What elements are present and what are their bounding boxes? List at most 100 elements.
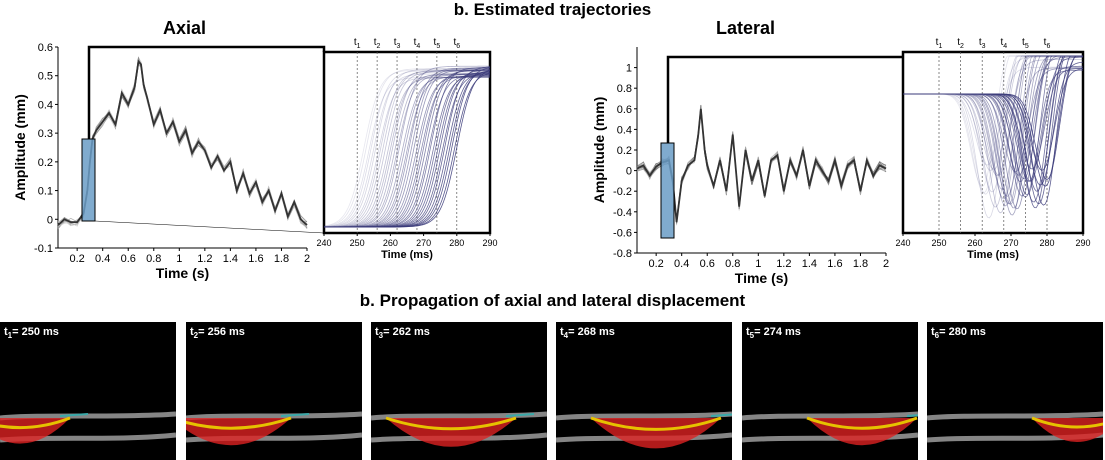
- tissue-layer-top: [927, 411, 1103, 421]
- displacement-front: [385, 416, 517, 431]
- axial-zoom-marker-label: t2: [374, 37, 381, 50]
- lateral-y-tick-label: -0.4: [613, 207, 632, 219]
- axial-x-tick-label: 0.2: [70, 253, 85, 265]
- lateral-x-tick-label: 1.6: [827, 258, 842, 270]
- axial-zoom-marker-label: t1: [354, 37, 361, 50]
- displacement-panel: t4= 268 ms: [556, 322, 732, 460]
- displacement-front: [1031, 416, 1103, 429]
- axial-roi-box: [81, 138, 96, 222]
- lateral-zoom-marker-label: t1: [936, 37, 943, 50]
- displacement-edge: [710, 413, 732, 417]
- axial-zoom-curve: [323, 70, 491, 227]
- axial-zoom-x-tick-label: 290: [482, 238, 497, 248]
- lateral-y-tick-label: 0.2: [617, 145, 632, 157]
- lateral-zoom-frame: [901, 50, 1085, 235]
- panel-time-label: t6= 280 ms: [931, 326, 986, 341]
- lateral-y-tick-label: -0.6: [613, 227, 632, 239]
- lateral-x-tick-label: 1.4: [802, 258, 817, 270]
- axial-zoom-connector: [94, 220, 325, 234]
- axial-y-tick-label: 0.4: [38, 99, 53, 111]
- displacement-image: [742, 411, 918, 446]
- axial-zoom-curve: [323, 73, 491, 228]
- axial-x-tick-label: 0.6: [121, 253, 136, 265]
- lateral-x-tick-label: 0.4: [674, 258, 689, 270]
- axial-zoom-curve: [323, 68, 491, 227]
- displacement-image: [556, 411, 732, 449]
- axial-zoom-marker-label: t3: [394, 37, 401, 50]
- axial-zoom-x-tick-label: 270: [416, 238, 431, 248]
- axial-x-tick-label: 1.4: [223, 253, 238, 265]
- displacement-front: [806, 416, 918, 430]
- axial-y-tick-label: 0.2: [38, 157, 53, 169]
- displacement-image: [927, 411, 1103, 443]
- displacement-image: [186, 411, 362, 446]
- panel-time-label: t5= 274 ms: [746, 326, 801, 341]
- lateral-x-tick-label: 0.8: [725, 258, 740, 270]
- propagation-title: b. Propagation of axial and lateral disp…: [359, 291, 746, 310]
- tissue-layer-top: [186, 411, 362, 421]
- axial-zoom-x-tick-label: 260: [383, 238, 398, 248]
- lateral-zoom-x-label: Time (ms): [967, 249, 1019, 261]
- lateral-zoom-curve: [903, 55, 1083, 180]
- lateral-trace-mean: [636, 108, 887, 223]
- axial-zoom-connector: [87, 45, 326, 139]
- displacement-panel: t6= 280 ms: [927, 322, 1103, 460]
- lateral-y-tick-label: -0.2: [613, 186, 632, 198]
- lateral-y-tick-label: 0: [626, 166, 632, 178]
- displacement-front: [0, 416, 71, 430]
- displacement-panel: t3= 262 ms: [371, 322, 547, 460]
- lateral-x-tick-label: 1.2: [776, 258, 791, 270]
- axial-x-tick-label: 1.8: [274, 253, 289, 265]
- axial-trace-mean: [57, 59, 308, 226]
- tissue-layer-top: [0, 411, 176, 421]
- panel-time-label: t1= 250 ms: [4, 326, 59, 341]
- lateral-y-tick-label: 0.4: [617, 124, 632, 136]
- axial-y-tick-label: 0.6: [38, 42, 53, 54]
- displacement-panel: t5= 274 ms: [742, 322, 918, 460]
- axial-x-tick-label: 0.4: [95, 253, 110, 265]
- trajectory-charts: -0.1 0 0.1 0.2 0.3 0.4 0.5 0.6 0.2 0.4 0.6 0.8 1 1.2 1…: [12, 37, 1091, 286]
- axial-zoom-x-label: Time (ms): [381, 249, 433, 261]
- axial-y-tick-label: 0.3: [38, 128, 53, 140]
- lateral-zoom-connector: [666, 55, 903, 143]
- panel-time-label: t3= 262 ms: [375, 326, 430, 341]
- axial-zoom-marker-label: t5: [434, 37, 441, 50]
- lateral-zoom-x-tick-label: 290: [1075, 238, 1090, 248]
- panel-time-label: t4= 268 ms: [560, 326, 615, 341]
- axial-x-tick-label: 1.6: [248, 253, 263, 265]
- displacement-panel: t1= 250 ms: [0, 322, 176, 460]
- lateral-y-tick-label: 1: [626, 63, 632, 75]
- axial-zoom-x-tick-label: 240: [316, 238, 331, 248]
- lateral-y-tick-label: 0.6: [617, 104, 632, 116]
- lateral-zoom-x-tick-label: 280: [1039, 238, 1054, 248]
- axial-zoom-curve: [324, 70, 491, 228]
- lateral-x-label: Time (s): [735, 270, 788, 286]
- lateral-x-tick-label: 1: [755, 258, 761, 270]
- displacement-front: [186, 416, 292, 430]
- axial-zoom-x-tick-label: 280: [449, 238, 464, 248]
- lateral-title: Lateral: [716, 18, 776, 38]
- displacement-front: [590, 416, 722, 431]
- lateral-y-label: Amplitude (mm): [591, 97, 607, 204]
- lateral-y-tick-label: -0.8: [613, 248, 632, 260]
- lateral-zoom-marker-label: t2: [957, 37, 964, 50]
- lateral-zoom-x-tick-label: 240: [895, 238, 910, 248]
- displacement-edge: [505, 413, 535, 417]
- axial-zoom-marker-label: t6: [453, 37, 460, 50]
- lateral-zoom-marker-label: t3: [979, 37, 986, 50]
- axial-zoom-curve: [323, 74, 491, 228]
- lateral-zoom-marker-label: t4: [1000, 37, 1007, 50]
- lateral-x-tick-label: 0.6: [700, 258, 715, 270]
- axial-x-tick-label: 0.8: [146, 253, 161, 265]
- axial-y-tick-label: 0.1: [38, 186, 53, 198]
- axial-title: Axial: [163, 18, 207, 38]
- tissue-layer-top: [742, 411, 918, 421]
- axial-zoom-x-tick-label: 250: [350, 238, 365, 248]
- lateral-x-tick-label: 0.2: [649, 258, 664, 270]
- lateral-zoom-marker-label: t6: [1044, 37, 1051, 50]
- lateral-roi-box: [660, 142, 675, 239]
- displacement-panel: t2= 256 ms: [186, 322, 362, 460]
- lateral-x-tick-label: 2: [883, 258, 889, 270]
- lateral-y-tick-label: 0.8: [617, 83, 632, 95]
- displacement-edge: [280, 413, 310, 417]
